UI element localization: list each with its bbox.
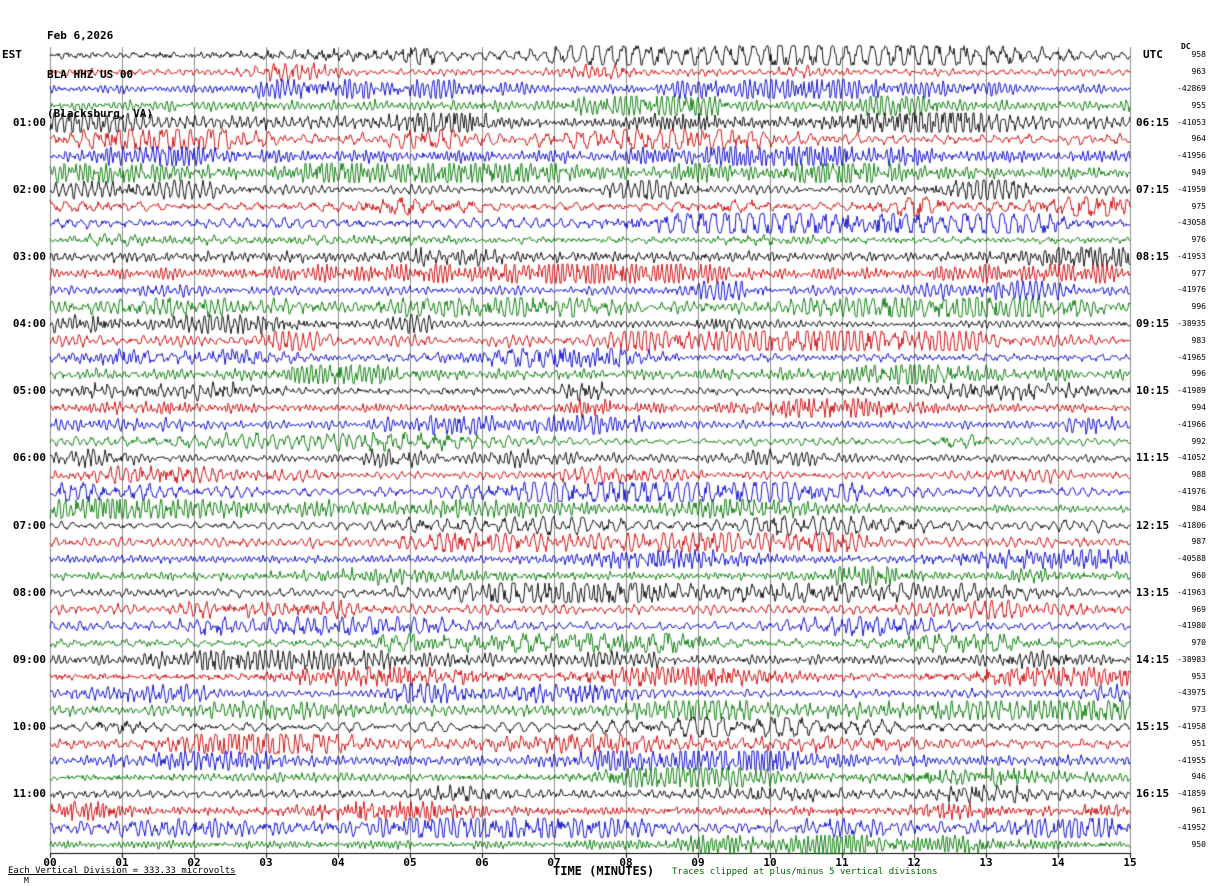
- clip-note: Traces clipped at plus/minus 5 vertical …: [672, 867, 938, 877]
- header-station: BLA HHZ US 00: [47, 68, 134, 81]
- corner-mark: M: [24, 876, 29, 885]
- header-date: Feb 6,2026: [47, 29, 114, 42]
- x-axis-title: TIME (MINUTES): [553, 864, 655, 878]
- header-block: Feb 6,2026 BLA HHZ US 00 (Blacksburg, VA…: [47, 3, 153, 146]
- header-location: (Blacksburg, VA): [47, 107, 153, 120]
- left-timezone-label: EST: [2, 48, 22, 61]
- dc-column-label: DC: [1181, 42, 1191, 51]
- right-timezone-label: UTC: [1143, 48, 1163, 61]
- scale-note: Each Vertical Division = 333.33 microvol…: [8, 866, 236, 876]
